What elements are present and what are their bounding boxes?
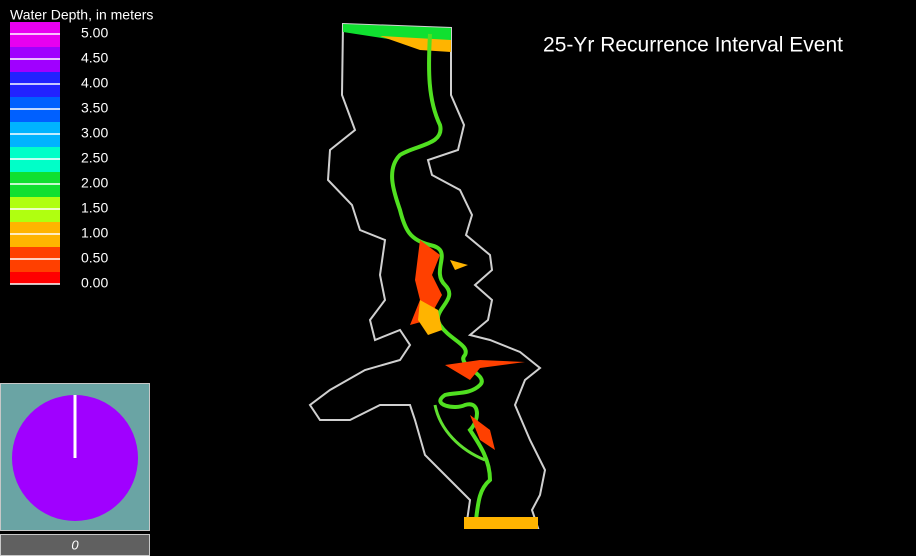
flooded-area [410,240,442,325]
flooded-area [470,415,495,450]
legend-label: 4.50 [81,50,108,66]
legend-label: 1.00 [81,225,108,241]
legend-label: 5.00 [81,25,108,41]
legend-label: 0.00 [81,275,108,291]
legend-title: Water Depth, in meters [10,7,153,23]
clock-label: 0 [71,537,79,552]
map [308,22,547,529]
legend-label: 0.50 [81,250,108,266]
side-channel [433,404,486,462]
flooded-area [418,300,442,335]
legend: 5.00 4.50 4.00 3.50 3.00 2.50 2.00 1.50 1.00 0.50… [10,22,108,291]
flooded-area [445,360,525,380]
flooded-area [450,260,468,270]
legend-label: 3.00 [81,125,108,141]
legend-swatch [10,272,60,284]
map-title: 25-Yr Recurrence Interval Event [543,34,843,57]
clock-panel: 0 [0,383,150,556]
outflow-area [464,517,538,529]
legend-label: 1.50 [81,200,108,216]
legend-label: 3.50 [81,100,108,116]
legend-label: 2.50 [81,150,108,166]
inflow-shallow [380,36,451,52]
floodplain-outline [308,22,547,529]
legend-label: 4.00 [81,75,108,91]
legend-label: 2.00 [81,175,108,191]
